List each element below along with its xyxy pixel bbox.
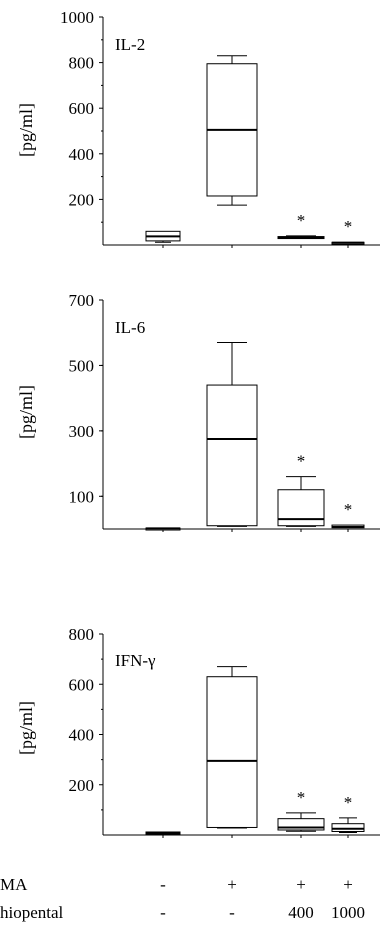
condition-row-2-label: hiopental — [0, 903, 64, 922]
condition-row-1-value: + — [343, 875, 353, 894]
panel-1-y-tick-label: 1000 — [60, 8, 94, 27]
panel-2-box-3-iqr-rect — [277, 489, 325, 527]
panel-2-y-tick-label: 700 — [69, 291, 95, 310]
panel-1-y-tick-label: 400 — [69, 145, 95, 164]
panel-3-y-tick-label: 400 — [69, 726, 95, 745]
panel-3-box-4-iqr-rect — [331, 823, 365, 832]
panel-3-box-4-significance-marker: * — [344, 793, 353, 812]
panel-1-box-4-significance-marker: * — [344, 217, 353, 236]
panel-1-y-tick-label: 800 — [69, 54, 95, 73]
panel-2-box-3-significance-marker: * — [297, 452, 306, 471]
panel-2-y-tick-label: 300 — [69, 422, 95, 441]
panel-2-y-axis-title: [pg/ml] — [16, 385, 36, 439]
panel-3-box-3-iqr-rect — [277, 818, 325, 831]
panel-2-title: IL-6 — [115, 318, 145, 337]
condition-row-2-value: 400 — [288, 903, 314, 922]
condition-row-1-value: + — [296, 875, 306, 894]
panel-2-box-4-significance-marker: * — [344, 500, 353, 519]
condition-row-1-label: MA — [0, 875, 28, 894]
panel-2-y-tick-label: 100 — [69, 487, 95, 506]
panel-3-y-tick-label: 200 — [69, 776, 95, 795]
condition-row-1-value: + — [227, 875, 237, 894]
panel-3-box-2-iqr-rect — [206, 676, 258, 828]
panel-3-y-axis-title: [pg/ml] — [16, 701, 36, 755]
condition-row-2-value: - — [160, 903, 166, 922]
panel-2-box-2-iqr-rect — [206, 384, 258, 527]
panel-1-y-tick-label: 200 — [69, 190, 95, 209]
condition-row-2-value: 1000 — [331, 903, 365, 922]
panel-3-title: IFN-γ — [115, 651, 156, 670]
condition-row-1-value: - — [160, 875, 166, 894]
panel-1-box-3-significance-marker: * — [297, 211, 306, 230]
condition-row-2-value: - — [229, 903, 235, 922]
panel-3-box-3-significance-marker: * — [297, 788, 306, 807]
panel-1-y-axis-title: [pg/ml] — [16, 103, 36, 157]
panel-1-title: IL-2 — [115, 35, 145, 54]
panel-3-y-tick-label: 800 — [69, 625, 95, 644]
panel-3-y-tick-label: 600 — [69, 675, 95, 694]
panel-1-y-tick-label: 600 — [69, 99, 95, 118]
panel-2-y-tick-label: 500 — [69, 356, 95, 375]
